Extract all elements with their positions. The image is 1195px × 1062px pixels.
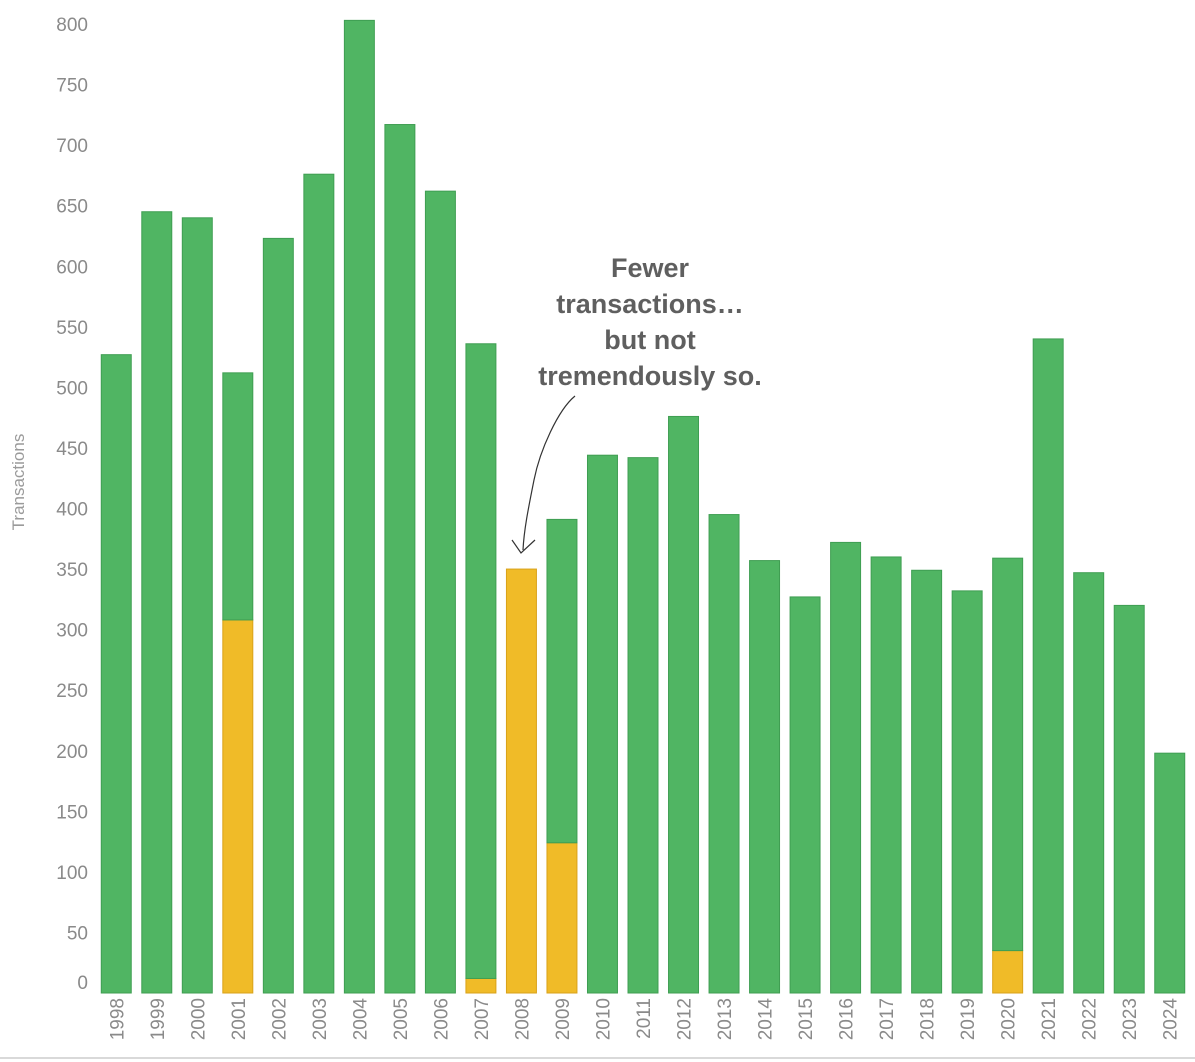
y-tick-label: 150 bbox=[56, 802, 88, 823]
x-tick-label: 2007 bbox=[472, 998, 493, 1040]
x-tick-label: 2001 bbox=[229, 998, 250, 1040]
x-tick-label: 2000 bbox=[188, 998, 209, 1040]
x-tick-label: 1998 bbox=[107, 998, 128, 1040]
x-axis-ticks: 1998 1999 2000 2001 2002 2003 2004 2005 2006 2007… bbox=[107, 998, 1181, 1041]
bar-2007-base bbox=[465, 343, 497, 979]
y-tick-label: 750 bbox=[56, 76, 88, 97]
x-tick-label: 1999 bbox=[148, 998, 169, 1040]
x-tick-label: 2009 bbox=[553, 998, 574, 1040]
annotation-arrowhead bbox=[511, 539, 536, 554]
x-tick-label: 2010 bbox=[593, 998, 614, 1040]
bar-2012-base bbox=[668, 415, 700, 994]
annotation-line: tremendously so. bbox=[538, 361, 762, 391]
bar-1998-base bbox=[100, 354, 132, 994]
x-tick-label: 2022 bbox=[1080, 998, 1101, 1040]
x-tick-label: 2019 bbox=[958, 998, 979, 1040]
bar-1999-base bbox=[141, 211, 173, 994]
bar-2005-base bbox=[384, 124, 416, 994]
x-tick-label: 2004 bbox=[350, 998, 371, 1041]
bar-2011-base bbox=[627, 457, 659, 994]
annotation-line: transactions… bbox=[556, 289, 744, 319]
x-tick-label: 2020 bbox=[999, 998, 1020, 1040]
bar-2022-base bbox=[1073, 572, 1105, 994]
bar-2020-highlight bbox=[992, 950, 1024, 994]
y-tick-label: 500 bbox=[56, 378, 88, 399]
x-tick-label: 2016 bbox=[837, 998, 858, 1040]
x-tick-label: 2013 bbox=[715, 998, 736, 1040]
bar-2023-base bbox=[1113, 604, 1145, 994]
x-tick-label: 2014 bbox=[756, 998, 777, 1041]
bar-2013-base bbox=[708, 514, 740, 994]
y-tick-label: 350 bbox=[56, 560, 88, 581]
y-tick-label: 700 bbox=[56, 136, 88, 157]
y-tick-label: 650 bbox=[56, 197, 88, 218]
bar-2008-highlight bbox=[505, 568, 537, 994]
y-tick-label: 0 bbox=[77, 973, 88, 994]
annotation-text: Fewer transactions… but not tremendously… bbox=[500, 250, 800, 394]
y-tick-label: 200 bbox=[56, 742, 88, 763]
bars bbox=[100, 19, 1186, 994]
x-tick-label: 2017 bbox=[877, 998, 898, 1040]
x-tick-label: 2008 bbox=[512, 998, 533, 1040]
x-tick-label: 2002 bbox=[269, 998, 290, 1040]
x-tick-label: 2012 bbox=[675, 998, 696, 1040]
annotation-line: but not bbox=[604, 325, 696, 355]
bar-2020-base bbox=[992, 557, 1024, 952]
x-tick-label: 2015 bbox=[796, 998, 817, 1040]
bar-2021-base bbox=[1032, 338, 1064, 994]
bar-2009-highlight bbox=[546, 842, 578, 994]
bar-2017-base bbox=[870, 556, 902, 994]
y-tick-label: 600 bbox=[56, 257, 88, 278]
bar-2002-base bbox=[262, 237, 294, 994]
x-tick-label: 2003 bbox=[310, 998, 331, 1040]
bar-2010-base bbox=[586, 454, 618, 994]
y-tick-label: 50 bbox=[67, 923, 88, 944]
bar-2016-base bbox=[830, 541, 862, 994]
x-tick-label: 2006 bbox=[431, 998, 452, 1040]
x-tick-label: 2021 bbox=[1039, 998, 1060, 1040]
bar-2001-base bbox=[222, 372, 254, 621]
y-tick-label: 100 bbox=[56, 863, 88, 884]
y-tick-label: 450 bbox=[56, 439, 88, 460]
bar-2004-base bbox=[343, 19, 375, 994]
y-tick-label: 300 bbox=[56, 621, 88, 642]
y-tick-label: 250 bbox=[56, 681, 88, 702]
annotation-arrow bbox=[522, 395, 576, 551]
bottom-divider bbox=[0, 1057, 1195, 1059]
x-tick-label: 2023 bbox=[1120, 998, 1141, 1040]
x-tick-label: 2005 bbox=[391, 998, 412, 1040]
y-tick-label: 550 bbox=[56, 318, 88, 339]
x-tick-label: 2018 bbox=[918, 998, 939, 1040]
y-axis-ticks: 0 50 100 150 200 250 300 350 400 450 500 550 600 650 7… bbox=[56, 15, 88, 994]
bar-2000-base bbox=[181, 217, 213, 994]
bar-2015-base bbox=[789, 596, 821, 994]
y-tick-label: 400 bbox=[56, 500, 88, 521]
bar-2003-base bbox=[303, 173, 335, 994]
bar-2018-base bbox=[911, 569, 943, 994]
bar-2024-base bbox=[1154, 752, 1186, 994]
bar-2014-base bbox=[749, 560, 781, 994]
x-tick-label: 2011 bbox=[634, 998, 655, 1039]
x-tick-label: 2024 bbox=[1161, 998, 1182, 1041]
bar-2007-highlight bbox=[465, 977, 497, 994]
annotation-line: Fewer bbox=[610, 253, 690, 283]
bar-2006-base bbox=[424, 190, 456, 994]
bar-2019-base bbox=[951, 590, 983, 994]
bar-2009-base bbox=[546, 518, 578, 844]
y-axis-title: Transactions bbox=[9, 434, 28, 531]
y-tick-label: 800 bbox=[56, 15, 88, 36]
bar-2001-highlight bbox=[222, 619, 254, 994]
